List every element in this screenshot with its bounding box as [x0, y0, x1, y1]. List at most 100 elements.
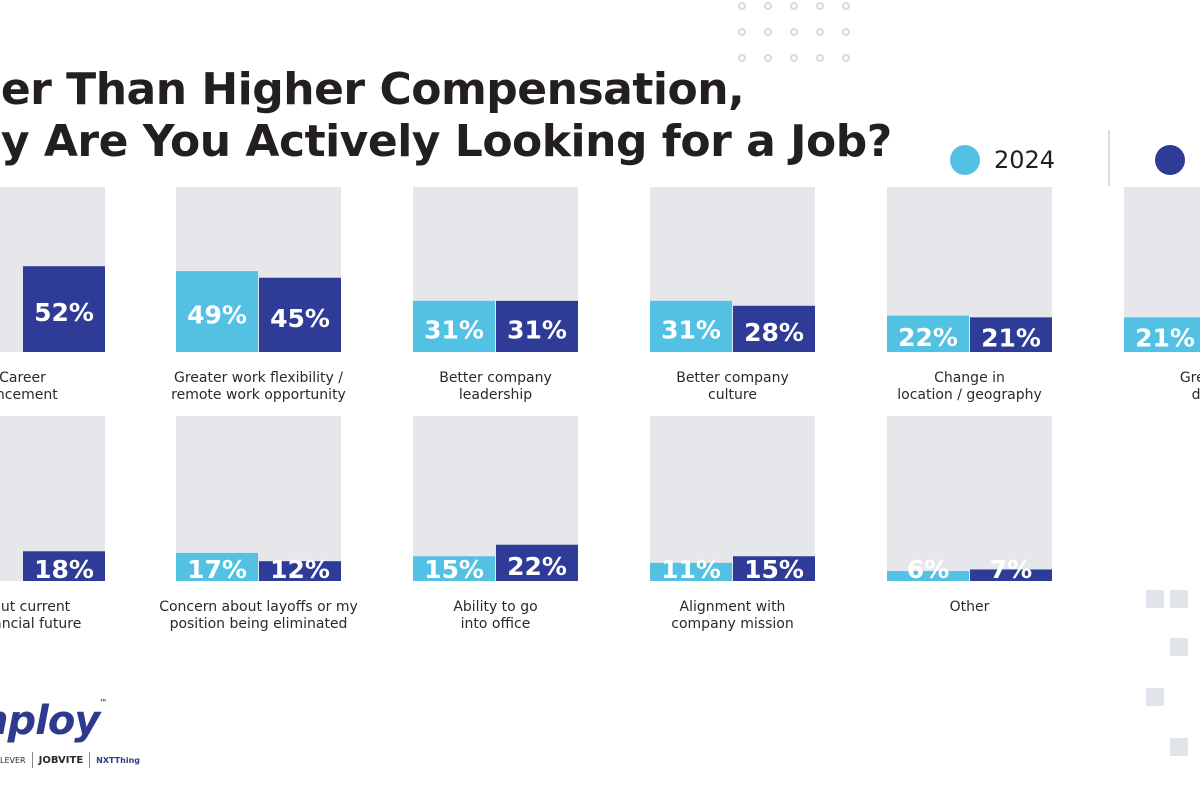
bar-previous — [23, 266, 105, 352]
bar-2024 — [650, 300, 732, 352]
bar-value-label: 22% — [898, 323, 958, 352]
bar-value-label: 18% — [34, 555, 94, 584]
bar-value-label: 21% — [1135, 324, 1195, 353]
bar-2024 — [176, 552, 258, 581]
bar-previous — [23, 551, 105, 581]
category-label: position being eliminated — [170, 616, 348, 632]
decorative-dot — [790, 28, 798, 36]
legend-item-previous — [1155, 145, 1199, 175]
bar-previous — [259, 277, 341, 352]
category-label: Other — [950, 599, 990, 615]
bar-2024 — [650, 562, 732, 581]
bar-value-label: 11% — [661, 555, 721, 584]
decorative-dot — [738, 28, 746, 36]
category-label: Greater work flexibility / — [174, 370, 343, 386]
bar-2024 — [413, 556, 495, 581]
jobvite-logo: JOBVITE — [38, 754, 84, 766]
bar-value-label: 31% — [661, 315, 721, 344]
panel-track — [650, 416, 815, 581]
logo-text: nploy — [0, 698, 100, 744]
bar-value-label: 12% — [270, 555, 330, 584]
decorative-dot — [816, 2, 824, 10]
decorative-square — [1170, 738, 1188, 756]
decorative-dot — [764, 54, 772, 62]
decorative-dot — [842, 54, 850, 62]
category-label: location / geography — [897, 387, 1042, 403]
bar-previous — [733, 305, 815, 352]
panel-track — [887, 416, 1052, 581]
category-label: about current — [0, 599, 71, 615]
legend-divider — [1108, 130, 1110, 186]
category-label: Greater — [1180, 370, 1200, 386]
category-label: Better company — [676, 370, 789, 386]
bar-value-label: 28% — [744, 318, 804, 347]
category-label: remote work opportunity — [171, 387, 346, 403]
bar-value-label: 31% — [507, 315, 567, 344]
decorative-dot — [764, 28, 772, 36]
bar-value-label: 15% — [424, 555, 484, 584]
category-label: Concern about layoffs or my — [159, 599, 358, 615]
lever-logo: LEVER — [0, 755, 26, 765]
bar-value-label: 7% — [990, 555, 1032, 584]
bar-value-label: 6% — [907, 555, 949, 584]
decorative-square — [1170, 590, 1188, 608]
title-line-2: hy Are You Actively Looking for a Job? — [0, 116, 892, 167]
bar-value-label: 17% — [187, 555, 247, 584]
bar-value-label: 52% — [34, 298, 94, 327]
title-line-1: her Than Higher Compensation, — [0, 64, 745, 115]
category-label: Change in — [934, 370, 1005, 386]
decorative-dot — [738, 54, 746, 62]
category-label: dive — [1192, 387, 1200, 403]
bar-2024 — [1124, 317, 1200, 352]
category-label: Better company — [439, 370, 552, 386]
decorative-dot — [790, 2, 798, 10]
bar-previous — [970, 317, 1052, 352]
legend-swatch-2024 — [950, 145, 980, 175]
legend-label-2024: 2024 — [994, 146, 1056, 174]
decorative-dot — [790, 54, 798, 62]
chart-title: her Than Higher Compensation, hy Are You… — [0, 64, 892, 168]
logo-separator — [31, 752, 33, 768]
bar-2024 — [413, 300, 495, 352]
logo-separator — [89, 752, 91, 768]
category-label: ancement — [0, 387, 58, 403]
decorative-square — [1170, 638, 1188, 656]
bar-previous — [970, 569, 1052, 581]
legend-swatch-previous — [1155, 145, 1185, 175]
decorative-dot-grid — [734, 0, 864, 66]
bar-value-label: 49% — [187, 301, 247, 330]
bar-previous — [496, 300, 578, 352]
decorative-dot — [842, 2, 850, 10]
category-label: Ability to go — [453, 599, 537, 615]
bar-previous — [733, 556, 815, 581]
legend-item-2024: 2024 — [950, 145, 1055, 175]
bar-previous — [259, 561, 341, 581]
bar-value-label: 15% — [744, 555, 804, 584]
bar-value-label: 22% — [507, 552, 567, 581]
category-label: company mission — [671, 616, 793, 632]
employ-logo: nploy™ — [0, 698, 107, 744]
decorative-dot — [842, 28, 850, 36]
category-label: Alignment with — [680, 599, 786, 615]
bar-2024 — [887, 571, 969, 581]
category-label: into office — [461, 616, 531, 632]
decorative-square — [1146, 590, 1164, 608]
category-label: s financial future — [0, 616, 81, 632]
brand-logos: LEVER JOBVITE NXTThing — [0, 752, 140, 768]
category-label: leadership — [459, 387, 532, 403]
decorative-dot — [816, 28, 824, 36]
bar-value-label: 21% — [981, 324, 1041, 353]
bar-2024 — [176, 271, 258, 352]
nxtthing-logo: NXTThing — [96, 755, 140, 765]
decorative-dot — [738, 2, 746, 10]
bar-value-label: 45% — [270, 304, 330, 333]
decorative-dot — [764, 2, 772, 10]
category-label: Career — [0, 370, 46, 386]
decorative-squares — [1130, 580, 1200, 780]
logo-tm: ™ — [99, 698, 107, 707]
decorative-square — [1146, 688, 1164, 706]
decorative-dot — [816, 54, 824, 62]
bar-value-label: 31% — [424, 315, 484, 344]
bar-2024 — [887, 315, 969, 352]
